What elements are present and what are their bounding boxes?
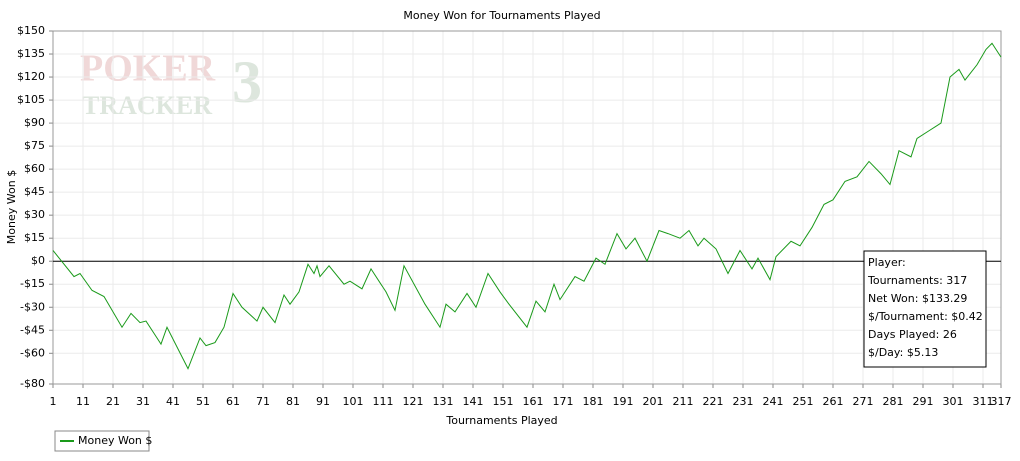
x-tick-label: 317 [991,395,1012,408]
x-tick-label: 181 [583,395,604,408]
y-tick-label: -$80 [20,377,45,390]
x-tick-label: 301 [943,395,964,408]
plot-border [52,30,1002,385]
watermark: POKER [80,48,216,90]
info-line: $/Day: $5.13 [868,346,938,359]
info-line: Player: [868,256,906,269]
x-tick-label: 31 [136,395,150,408]
x-tick-label: 91 [316,395,330,408]
x-tick-label: 1 [50,395,57,408]
x-axis-label: Tournaments Played [445,414,557,427]
x-tick-label: 151 [493,395,514,408]
y-tick-label: $150 [17,24,45,37]
x-tick-label: 271 [853,395,874,408]
x-tick-label: 71 [256,395,270,408]
x-tick-label: 201 [643,395,664,408]
x-tick-label: 131 [433,395,454,408]
x-tick-label: 221 [703,395,724,408]
y-tick-label: $75 [24,139,45,152]
y-tick-label: $105 [17,93,45,106]
x-tick-label: 121 [403,395,424,408]
x-tick-label: 21 [106,395,120,408]
y-tick-label: -$30 [20,300,45,313]
x-tick-label: 231 [733,395,754,408]
watermark: 3 [232,49,262,115]
y-tick-label: -$45 [20,323,45,336]
x-tick-label: 141 [463,395,484,408]
x-tick-label: 41 [166,395,180,408]
x-tick-label: 161 [523,395,544,408]
x-tick-label: 251 [793,395,814,408]
y-tick-label: $135 [17,47,45,60]
x-tick-label: 291 [913,395,934,408]
x-tick-label: 61 [226,395,240,408]
y-tick-label: $0 [31,254,45,267]
info-line: Days Played: 26 [868,328,957,341]
y-tick-label: $90 [24,116,45,129]
y-axis-label: Money Won $ [5,170,18,244]
x-tick-label: 241 [763,395,784,408]
chart-title: Money Won for Tournaments Played [403,9,600,22]
line [52,42,1002,370]
x-tick-label: 261 [823,395,844,408]
x-tick-label: 101 [343,395,364,408]
x-tick-label: 281 [883,395,904,408]
y-tick-label: $15 [24,231,45,244]
y-tick-label: -$60 [20,346,45,359]
y-tick-label: $30 [24,208,45,221]
x-tick-label: 171 [553,395,574,408]
info-line: Tournaments: 317 [867,274,967,287]
legend-label: Money Won $ [78,434,152,447]
x-tick-label: 211 [673,395,694,408]
watermark: TRACKER [82,91,212,120]
x-tick-label: 111 [373,395,394,408]
y-tick-label: $45 [24,185,45,198]
info-line: Net Won: $133.29 [868,292,967,305]
x-tick-label: 11 [76,395,90,408]
x-tick-label: 311 [973,395,994,408]
x-tick-label: 191 [613,395,634,408]
x-tick-label: 81 [286,395,300,408]
x-tick-label: 51 [196,395,210,408]
y-tick-label: $120 [17,70,45,83]
y-tick-label: -$15 [20,277,45,290]
info-box [863,250,987,368]
legend-box [54,430,150,452]
y-tick-label: $60 [24,162,45,175]
info-line: $/Tournament: $0.42 [868,310,983,323]
